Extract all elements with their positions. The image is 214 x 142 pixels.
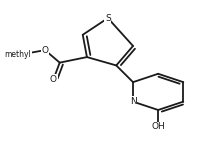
Text: OH: OH <box>151 122 165 131</box>
Text: O: O <box>42 46 49 55</box>
Text: O: O <box>50 75 57 84</box>
Text: methyl: methyl <box>4 50 31 59</box>
Text: S: S <box>105 14 111 23</box>
Text: N: N <box>130 97 136 106</box>
